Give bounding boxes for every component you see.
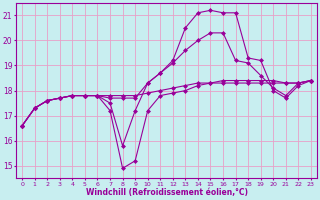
X-axis label: Windchill (Refroidissement éolien,°C): Windchill (Refroidissement éolien,°C) <box>85 188 248 197</box>
